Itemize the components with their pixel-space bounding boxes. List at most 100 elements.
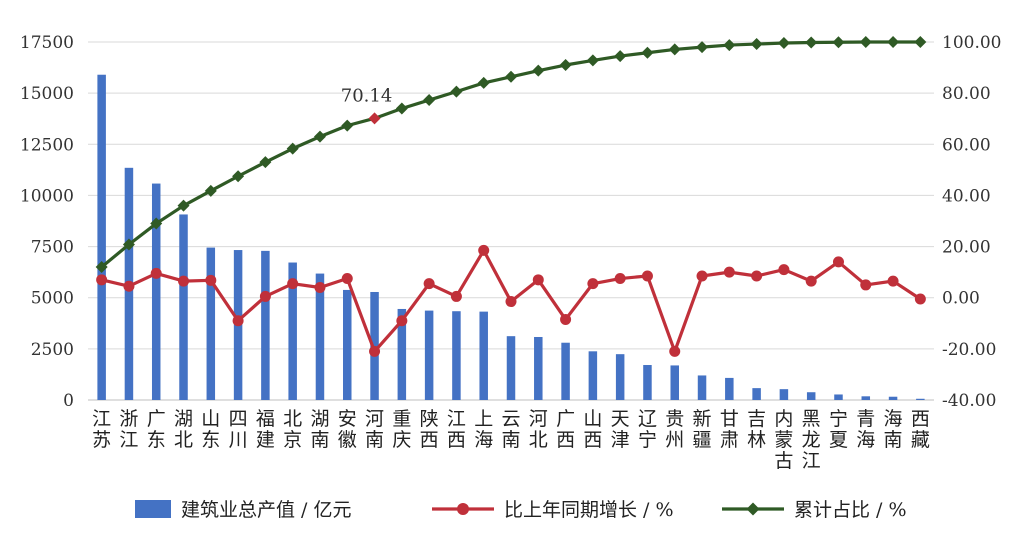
category-label: 西藏 xyxy=(911,408,930,451)
bar xyxy=(288,262,297,400)
line-point xyxy=(723,39,736,52)
category-label: 海南 xyxy=(884,408,903,451)
line-point xyxy=(341,119,354,132)
category-label: 北京 xyxy=(283,408,302,451)
line-point xyxy=(259,290,271,302)
line-point xyxy=(860,279,872,291)
line-point xyxy=(450,85,463,98)
category-label: 四川 xyxy=(229,408,248,451)
category-label: 新疆 xyxy=(693,408,712,451)
category-label: 贵州 xyxy=(665,408,684,451)
category-label: 江苏 xyxy=(92,408,111,451)
line-point xyxy=(204,184,217,197)
line-point xyxy=(778,264,790,276)
bar-series xyxy=(97,74,925,400)
bar xyxy=(534,336,543,400)
line-point xyxy=(614,273,626,285)
left-tick-label: 10000 xyxy=(20,186,74,206)
line-point xyxy=(313,130,326,143)
bar xyxy=(452,311,461,400)
category-label: 甘肃 xyxy=(720,408,739,451)
line-point xyxy=(368,112,381,125)
category-label: 江西 xyxy=(447,408,466,451)
line-point xyxy=(641,270,653,282)
line-point xyxy=(478,244,490,256)
line-point xyxy=(232,170,245,183)
line-point xyxy=(205,274,217,286)
line-point xyxy=(669,345,681,357)
left-tick-label: 12500 xyxy=(20,135,74,155)
left-tick-label: 7500 xyxy=(31,238,74,258)
legend-label: 建筑业总产值 / 亿元 xyxy=(181,499,351,521)
line-point xyxy=(696,41,709,54)
line-point xyxy=(696,270,708,282)
category-label: 吉林 xyxy=(747,408,766,451)
right-tick-label: -20.00 xyxy=(942,340,996,360)
bar xyxy=(670,365,679,400)
legend-label: 累计占比 / % xyxy=(794,499,907,521)
bar xyxy=(397,308,407,400)
bar xyxy=(834,394,843,400)
line-point xyxy=(505,296,517,308)
line-point xyxy=(887,36,900,48)
bar xyxy=(151,183,161,400)
left-tick-label: 2500 xyxy=(31,340,74,360)
line-point xyxy=(450,290,462,302)
bar xyxy=(861,396,871,400)
line-point xyxy=(859,36,872,48)
line-point xyxy=(259,156,272,169)
line-point xyxy=(751,270,763,282)
right-tick-label: 0.00 xyxy=(942,289,980,309)
category-label: 湖南 xyxy=(310,408,329,451)
bar xyxy=(561,342,570,400)
line-point xyxy=(559,59,572,72)
category-label: 云南 xyxy=(501,408,520,451)
bar xyxy=(588,351,598,400)
line-point xyxy=(887,275,899,287)
right-tick-label: 60.00 xyxy=(942,135,991,155)
left-tick-label: 5000 xyxy=(31,289,74,309)
bar xyxy=(424,310,434,400)
left-tick-label: 15000 xyxy=(20,84,74,104)
line-point xyxy=(914,293,926,305)
category-label: 重庆 xyxy=(392,408,411,451)
left-tick-label: 17500 xyxy=(20,33,74,53)
bar xyxy=(615,354,625,400)
line-point xyxy=(723,266,735,278)
line-point xyxy=(560,313,572,325)
line-point xyxy=(287,278,299,290)
right-tick-label: -40.00 xyxy=(942,391,996,411)
bar xyxy=(779,389,789,400)
category-label: 山东 xyxy=(201,408,220,451)
category-label: 湖北 xyxy=(174,408,193,451)
left-tick-label: 0 xyxy=(63,391,74,411)
bar xyxy=(752,388,761,400)
line-point xyxy=(95,261,108,274)
line-point xyxy=(668,43,681,56)
right-tick-label: 40.00 xyxy=(942,186,991,206)
line-point xyxy=(177,199,190,212)
line-point xyxy=(587,278,599,290)
annotation-label: 70.14 xyxy=(341,85,393,106)
bar xyxy=(179,214,188,400)
category-label: 陕西 xyxy=(420,408,439,451)
category-label: 天津 xyxy=(611,408,630,451)
category-label: 广东 xyxy=(147,408,166,451)
category-label: 辽宁 xyxy=(638,408,657,451)
bar xyxy=(806,392,816,400)
line-point xyxy=(314,281,326,293)
line-point xyxy=(232,315,244,327)
line-point xyxy=(178,275,190,287)
line-point xyxy=(750,38,763,51)
category-label: 山西 xyxy=(583,408,602,451)
category-label: 安徽 xyxy=(338,408,357,451)
legend-swatch xyxy=(135,500,171,518)
right-tick-label: 80.00 xyxy=(942,84,991,104)
category-axis: 江苏浙江广东湖北山东四川福建北京湖南安徽河南重庆陕西江西上海云南河北广西山西天津… xyxy=(92,408,930,472)
line-point xyxy=(341,273,353,285)
line-point xyxy=(832,256,844,268)
category-label: 河北 xyxy=(529,408,548,451)
line-point xyxy=(586,54,599,67)
line-point xyxy=(614,50,627,63)
